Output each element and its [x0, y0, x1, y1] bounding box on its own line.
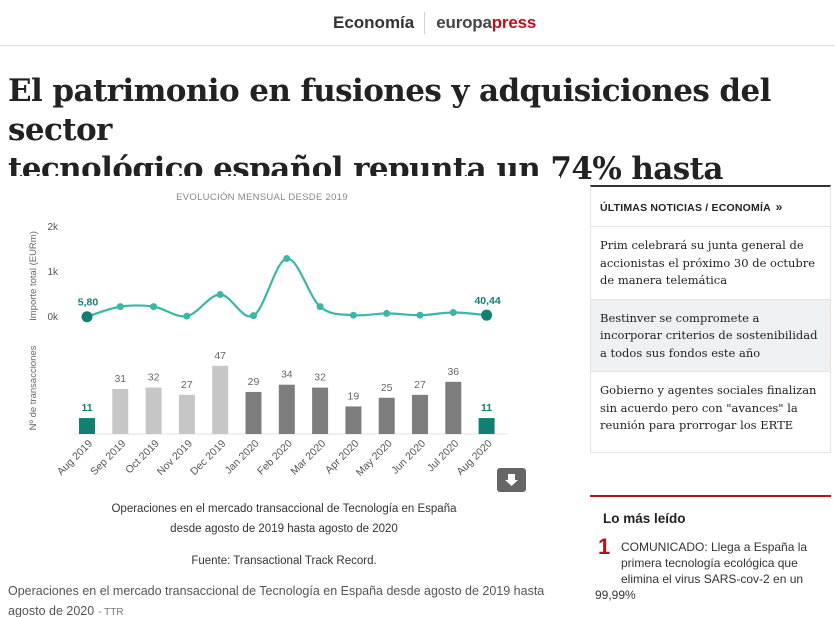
logo-europa: europa	[436, 13, 492, 32]
headline-line-1: El patrimonio en fusiones y adquisicione…	[8, 73, 771, 148]
latest-news-box: ÚLTIMAS NOTICIAS / ECONOMÍA » Prim celeb…	[590, 185, 831, 453]
europapress-logo[interactable]: europapress	[436, 13, 536, 33]
line-point	[81, 311, 93, 323]
line-point	[183, 312, 191, 320]
line-axis-label: Importe total (EURm)	[28, 231, 39, 321]
bar-value-label: 19	[348, 390, 360, 402]
logo-press: press	[491, 13, 537, 32]
bar	[478, 418, 495, 434]
latest-news-header[interactable]: ÚLTIMAS NOTICIAS / ECONOMÍA »	[591, 187, 830, 227]
bar-value-label: 11	[81, 402, 92, 414]
chart-caption-line-2: desde agosto de 2019 hasta agosto de 202…	[170, 523, 398, 535]
most-read-item[interactable]: 1 COMUNICADO: Llega a España la primera …	[590, 534, 831, 603]
bar	[378, 397, 395, 434]
latest-news-item[interactable]: Prim celebrará su junta general de accio…	[591, 227, 830, 300]
bar	[79, 418, 95, 434]
brand: Economía europapress	[333, 12, 536, 34]
line-point	[416, 311, 424, 319]
most-read-rank: 1	[598, 534, 611, 559]
chevron-right-icon: »	[775, 200, 783, 214]
line-y-tick-label: 1k	[47, 267, 59, 278]
bar	[245, 391, 262, 434]
latest-news-title: ÚLTIMAS NOTICIAS / ECONOMÍA	[600, 202, 771, 214]
bar-value-label: 32	[314, 372, 326, 384]
bar-value-label: 27	[181, 379, 193, 391]
line-y-tick-label: 0k	[47, 312, 59, 323]
bar	[312, 387, 329, 434]
bar-value-label: 11	[481, 402, 492, 414]
line-y-tick-label: 2k	[47, 222, 59, 233]
line-point	[316, 303, 324, 311]
bar	[345, 406, 362, 434]
section-link-economia[interactable]: Economía	[333, 13, 415, 32]
line-point	[216, 291, 224, 298]
line-value-label: 5,80	[78, 297, 99, 309]
bar	[145, 387, 162, 434]
most-read-text-tail: 99,99%	[595, 588, 636, 602]
line-point	[449, 309, 457, 316]
bar	[112, 389, 129, 434]
download-button[interactable]	[497, 468, 526, 492]
most-read-text: COMUNICADO: Llega a España la primera te…	[621, 540, 808, 586]
most-read-title: Lo más leído	[603, 511, 686, 526]
bar-value-label: 47	[214, 350, 226, 362]
line-point	[250, 312, 257, 320]
bar-value-label: 34	[281, 369, 293, 381]
chart-title: EVOLUCIÓN MENSUAL DESDE 2019	[176, 192, 348, 203]
bar-value-label: 32	[148, 372, 160, 384]
chart-background	[8, 176, 560, 574]
bar	[445, 381, 462, 434]
bar	[412, 394, 428, 434]
line-value-label: 40,44	[474, 295, 500, 307]
bar	[212, 365, 229, 434]
brand-divider	[424, 12, 426, 34]
line-point	[481, 309, 493, 321]
chart-caption-line-1: Operaciones en el mercado transaccional …	[111, 503, 457, 515]
photo-caption-text: Operaciones en el mercado transaccional …	[8, 584, 545, 617]
photo-caption: Operaciones en el mercado transaccional …	[8, 581, 548, 617]
line-point	[283, 255, 291, 262]
photo-credit: - TTR	[98, 607, 124, 617]
bar-value-label: 31	[114, 373, 126, 385]
chart-source: Fuente: Transactional Track Record.	[191, 555, 377, 567]
bar-axis-label: Nº de transacciones	[28, 345, 39, 430]
line-point	[349, 311, 357, 319]
chart-svg: EVOLUCIÓN MENSUAL DESDE 2019 Importe tot…	[8, 176, 560, 574]
article-chart: EVOLUCIÓN MENSUAL DESDE 2019 Importe tot…	[8, 176, 560, 574]
bar-value-label: 36	[447, 366, 459, 378]
bar-value-label: 29	[248, 376, 260, 388]
latest-news-item[interactable]: Gobierno y agentes sociales finalizan si…	[600, 383, 817, 432]
bar-value-label: 25	[381, 382, 393, 394]
bar	[178, 394, 195, 434]
most-read-box: Lo más leído 1 COMUNICADO: Llega a Españ…	[590, 495, 831, 603]
site-header: Economía europapress	[0, 0, 835, 46]
line-point	[383, 309, 391, 317]
latest-news-item[interactable]: Bestinver se compromete a incorporar cri…	[591, 299, 830, 372]
bar-value-label: 27	[414, 379, 426, 391]
download-icon	[505, 474, 518, 486]
bar	[278, 384, 295, 434]
line-point	[116, 303, 124, 311]
line-point	[150, 303, 158, 311]
